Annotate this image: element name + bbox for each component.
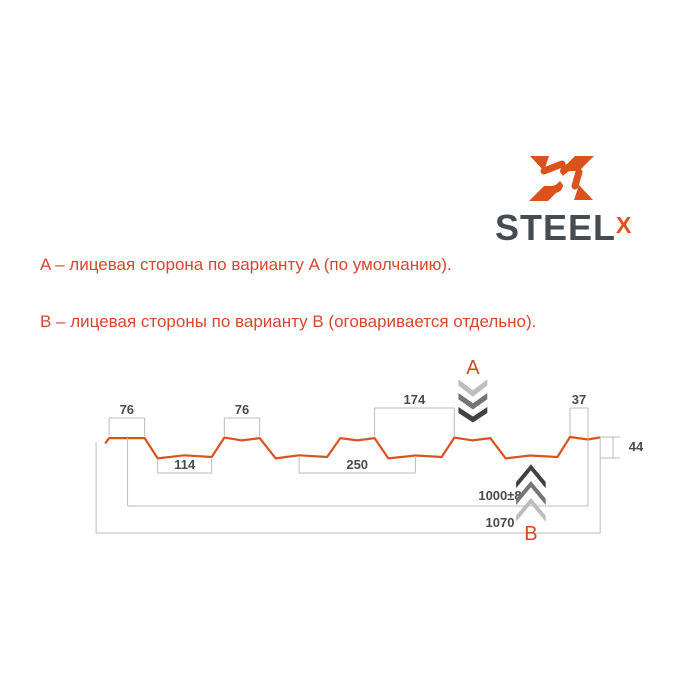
svg-text:114: 114 [174,457,196,472]
svg-text:76: 76 [235,402,249,417]
svg-text:A: A [466,357,480,379]
svg-text:1070: 1070 [486,515,515,530]
svg-text:37: 37 [572,392,586,407]
svg-text:1000±8: 1000±8 [478,488,521,503]
svg-text:76: 76 [120,402,134,417]
svg-text:44: 44 [629,439,644,454]
svg-text:B: B [524,523,537,545]
svg-text:174: 174 [404,392,426,407]
svg-text:250: 250 [346,457,368,472]
